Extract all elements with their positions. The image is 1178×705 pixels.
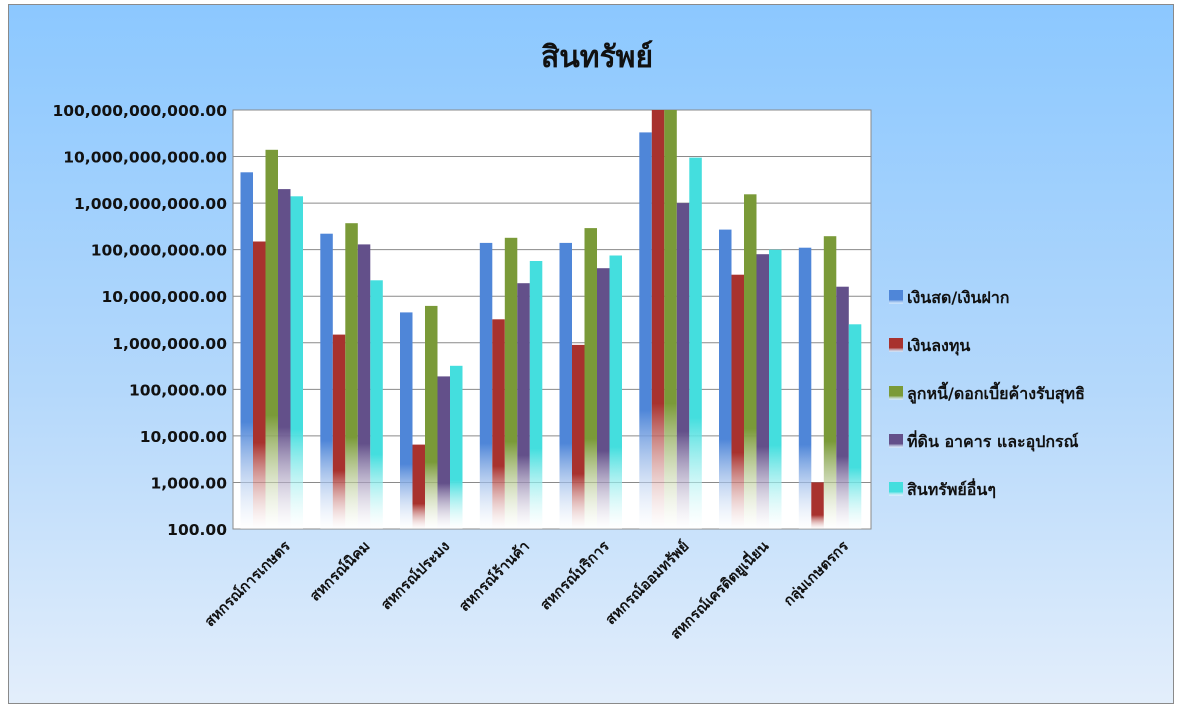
bar xyxy=(731,274,744,529)
y-tick-label: 100,000.00 xyxy=(129,381,227,399)
bar xyxy=(278,189,291,529)
bar xyxy=(584,228,597,529)
bar xyxy=(412,444,425,529)
y-tick-label: 10,000,000.00 xyxy=(101,288,227,306)
bar xyxy=(756,254,769,529)
bar xyxy=(332,334,346,529)
legend-label: สินทรัพย์อื่นๆ xyxy=(907,478,996,499)
bar xyxy=(744,194,757,530)
bar xyxy=(320,233,333,529)
bar xyxy=(290,196,303,530)
bar xyxy=(836,286,849,529)
bar xyxy=(517,283,530,529)
bar xyxy=(639,132,652,529)
bar xyxy=(676,203,690,529)
bar xyxy=(823,236,837,529)
x-axis-labels: สหกรณ์การเกษตร สหกรณ์นิคม สหกรณ์ประมง สหกรณ… xyxy=(201,536,852,643)
x-category-label: สหกรณ์ประมง xyxy=(377,537,453,613)
bars xyxy=(240,110,862,530)
bar xyxy=(345,223,358,529)
x-category-label: สหกรณ์การเกษตร xyxy=(201,537,294,630)
bar xyxy=(609,255,622,529)
x-category-label: สหกรณ์ร้านค้า xyxy=(455,537,533,615)
legend: เงินสด/เงินฝากเงินลงทุนลูกหนี้/ดอกเบี้ยค… xyxy=(889,288,1085,499)
legend-swatch xyxy=(889,482,903,496)
y-tick-label: 10,000,000,000.00 xyxy=(63,149,227,167)
bar xyxy=(597,268,610,529)
y-tick-label: 1,000.00 xyxy=(151,474,228,492)
y-tick-label: 100,000,000.00 xyxy=(91,242,228,260)
bar xyxy=(504,237,518,530)
bar xyxy=(265,149,278,530)
bar xyxy=(370,280,383,529)
y-tick-label: 100.00 xyxy=(167,521,227,539)
bar xyxy=(253,241,266,529)
legend-swatch xyxy=(889,290,903,304)
bar xyxy=(798,247,812,529)
legend-label: ลูกหนี้/ดอกเบี้ยค้างรับสุทธิ xyxy=(907,381,1085,405)
bar xyxy=(769,249,782,529)
legend-swatch xyxy=(889,386,903,400)
x-category-label: สหกรณ์นิคม xyxy=(306,537,374,605)
chart-svg: สินทรัพย์ 100,000,000,000.00 10,000,000,0… xyxy=(52,40,1085,643)
bar xyxy=(400,312,413,529)
bar xyxy=(572,344,585,529)
bar xyxy=(848,324,862,529)
y-axis-labels: 100,000,000,000.00 10,000,000,000.00 1,000… xyxy=(52,102,227,539)
chart-title: สินทรัพย์ xyxy=(541,40,653,75)
legend-label: ที่ดิน อาคาร และอุปกรณ์ xyxy=(907,430,1079,452)
chart-area: สินทรัพย์ 100,000,000,000.00 10,000,000,0… xyxy=(8,4,1174,704)
bar xyxy=(357,244,371,529)
bar xyxy=(529,261,543,529)
bar xyxy=(651,110,665,529)
legend-swatch xyxy=(889,434,903,448)
legend-swatch xyxy=(889,338,903,352)
y-tick-label: 1,000,000.00 xyxy=(112,335,227,353)
bar xyxy=(437,376,450,529)
y-tick-label: 1,000,000,000.00 xyxy=(74,195,227,213)
bar xyxy=(492,319,505,529)
bar xyxy=(240,172,253,530)
bar xyxy=(811,482,824,529)
legend-label: เงินลงทุน xyxy=(907,336,970,356)
y-tick-label: 100,000,000,000.00 xyxy=(52,102,227,120)
legend-label: เงินสด/เงินฝาก xyxy=(907,288,1009,307)
bar xyxy=(664,110,677,529)
x-category-label: สหกรณ์ออมทรัพย์ xyxy=(601,537,692,628)
bar xyxy=(719,229,732,529)
bar xyxy=(425,305,438,529)
bar xyxy=(479,242,493,529)
x-category-label: สหกรณ์บริการ xyxy=(536,537,613,614)
y-tick-label: 10,000.00 xyxy=(140,428,227,446)
x-category-label: กลุ่มเกษตรกร xyxy=(781,538,852,609)
bar xyxy=(559,242,572,529)
bar xyxy=(450,365,463,529)
bar xyxy=(689,157,702,529)
